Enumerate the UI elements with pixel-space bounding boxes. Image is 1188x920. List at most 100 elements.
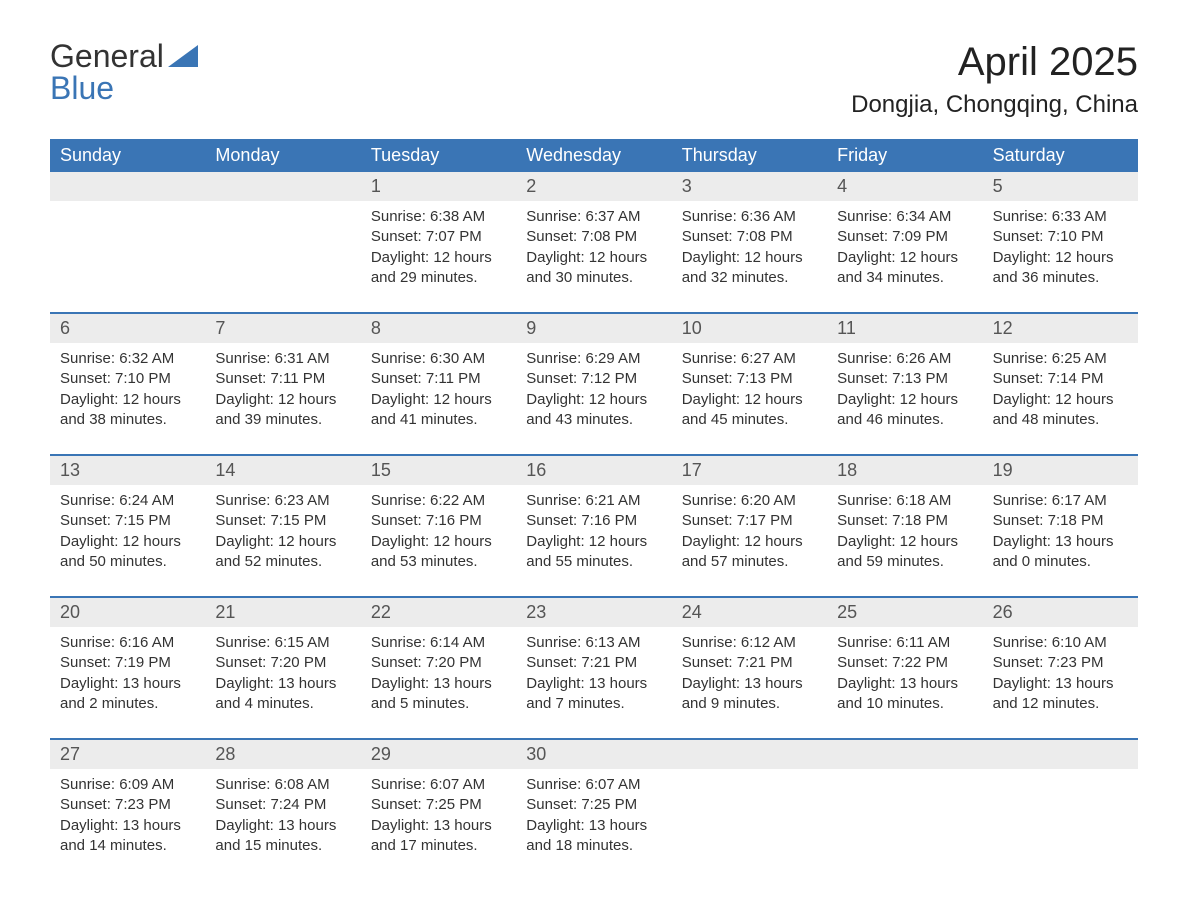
day-info-line: and 15 minutes. [215,836,350,856]
day-info-line: Daylight: 12 hours [60,532,195,552]
calendar: SundayMondayTuesdayWednesdayThursdayFrid… [50,139,1138,880]
day-info-line: and 55 minutes. [526,552,661,572]
day-info-line: Sunrise: 6:26 AM [837,349,972,369]
day-cell: Sunrise: 6:32 AMSunset: 7:10 PMDaylight:… [50,343,205,454]
day-cell [50,201,205,312]
day-info-line: Sunrise: 6:22 AM [371,491,506,511]
day-info-line: Sunrise: 6:31 AM [215,349,350,369]
day-number: 7 [205,314,360,343]
day-info-line: and 50 minutes. [60,552,195,572]
day-info-line: Daylight: 12 hours [215,532,350,552]
day-header-cell: Thursday [672,139,827,172]
day-info-line: Daylight: 12 hours [526,390,661,410]
day-number [827,740,982,769]
day-info-line: Sunrise: 6:33 AM [993,207,1128,227]
day-info-line: and 41 minutes. [371,410,506,430]
day-info-line: Sunset: 7:18 PM [837,511,972,531]
day-info-line: Daylight: 12 hours [682,390,817,410]
title-block: April 2025 Dongjia, Chongqing, China [851,40,1138,119]
day-info-line: Daylight: 13 hours [993,674,1128,694]
daynum-row: 12345 [50,172,1138,201]
day-info-line: Sunset: 7:10 PM [993,227,1128,247]
day-info-line: Daylight: 12 hours [682,248,817,268]
week-row: 12345Sunrise: 6:38 AMSunset: 7:07 PMDayl… [50,172,1138,312]
day-info-line: Sunrise: 6:11 AM [837,633,972,653]
day-info-line: and 9 minutes. [682,694,817,714]
day-number: 15 [361,456,516,485]
day-info-line: and 4 minutes. [215,694,350,714]
day-cell: Sunrise: 6:16 AMSunset: 7:19 PMDaylight:… [50,627,205,738]
day-number: 22 [361,598,516,627]
day-info-line: Sunrise: 6:21 AM [526,491,661,511]
day-info-line: and 7 minutes. [526,694,661,714]
day-cell: Sunrise: 6:21 AMSunset: 7:16 PMDaylight:… [516,485,671,596]
day-cell [205,201,360,312]
day-info-line: and 43 minutes. [526,410,661,430]
day-number: 25 [827,598,982,627]
day-info-line: Sunset: 7:11 PM [215,369,350,389]
day-info-line: Sunset: 7:23 PM [993,653,1128,673]
day-info-line: Sunrise: 6:09 AM [60,775,195,795]
page-title: April 2025 [851,40,1138,85]
day-info-line: Sunset: 7:16 PM [371,511,506,531]
day-info-line: and 59 minutes. [837,552,972,572]
day-cell: Sunrise: 6:36 AMSunset: 7:08 PMDaylight:… [672,201,827,312]
day-cell: Sunrise: 6:22 AMSunset: 7:16 PMDaylight:… [361,485,516,596]
day-info-line: Daylight: 12 hours [837,248,972,268]
day-info-line: Daylight: 12 hours [371,248,506,268]
day-number [983,740,1138,769]
day-cell: Sunrise: 6:34 AMSunset: 7:09 PMDaylight:… [827,201,982,312]
day-info-line: and 10 minutes. [837,694,972,714]
day-number: 26 [983,598,1138,627]
header: General Blue April 2025 Dongjia, Chongqi… [50,40,1138,119]
day-info-line: Sunrise: 6:34 AM [837,207,972,227]
day-info-line: Sunset: 7:21 PM [526,653,661,673]
day-info-line: and 48 minutes. [993,410,1128,430]
day-cell: Sunrise: 6:14 AMSunset: 7:20 PMDaylight:… [361,627,516,738]
day-info-line: and 32 minutes. [682,268,817,288]
day-info-line: Sunrise: 6:25 AM [993,349,1128,369]
day-cell [983,769,1138,880]
day-info-line: Daylight: 13 hours [371,674,506,694]
day-info-line: Sunrise: 6:10 AM [993,633,1128,653]
day-number: 9 [516,314,671,343]
day-cell: Sunrise: 6:31 AMSunset: 7:11 PMDaylight:… [205,343,360,454]
day-info-line: Sunrise: 6:24 AM [60,491,195,511]
day-info-line: Daylight: 12 hours [215,390,350,410]
day-info-line: Sunset: 7:25 PM [371,795,506,815]
day-info-line: Sunrise: 6:30 AM [371,349,506,369]
day-info-line: Daylight: 13 hours [60,816,195,836]
day-header-cell: Saturday [983,139,1138,172]
day-info-line: Sunset: 7:15 PM [60,511,195,531]
day-header-cell: Friday [827,139,982,172]
logo-text-1: General [50,40,164,72]
day-header-row: SundayMondayTuesdayWednesdayThursdayFrid… [50,139,1138,172]
day-info-line: and 18 minutes. [526,836,661,856]
daynum-row: 13141516171819 [50,456,1138,485]
day-info-line: Daylight: 12 hours [837,390,972,410]
day-info-line: Sunset: 7:09 PM [837,227,972,247]
day-info-line: Sunset: 7:20 PM [215,653,350,673]
day-info-line: Daylight: 13 hours [837,674,972,694]
day-number: 13 [50,456,205,485]
day-info-line: Daylight: 13 hours [526,816,661,836]
day-number: 21 [205,598,360,627]
day-info-line: Daylight: 13 hours [682,674,817,694]
day-number: 19 [983,456,1138,485]
week-row: 13141516171819Sunrise: 6:24 AMSunset: 7:… [50,454,1138,596]
day-info-line: Sunset: 7:13 PM [837,369,972,389]
logo: General Blue [50,40,198,104]
day-cell: Sunrise: 6:12 AMSunset: 7:21 PMDaylight:… [672,627,827,738]
day-number: 10 [672,314,827,343]
day-number: 17 [672,456,827,485]
day-cell: Sunrise: 6:30 AMSunset: 7:11 PMDaylight:… [361,343,516,454]
daynum-row: 6789101112 [50,314,1138,343]
day-cell [827,769,982,880]
day-number: 23 [516,598,671,627]
day-number: 24 [672,598,827,627]
day-cell: Sunrise: 6:11 AMSunset: 7:22 PMDaylight:… [827,627,982,738]
day-number: 20 [50,598,205,627]
day-info-line: Sunset: 7:13 PM [682,369,817,389]
day-info-line: and 45 minutes. [682,410,817,430]
day-cell: Sunrise: 6:07 AMSunset: 7:25 PMDaylight:… [361,769,516,880]
